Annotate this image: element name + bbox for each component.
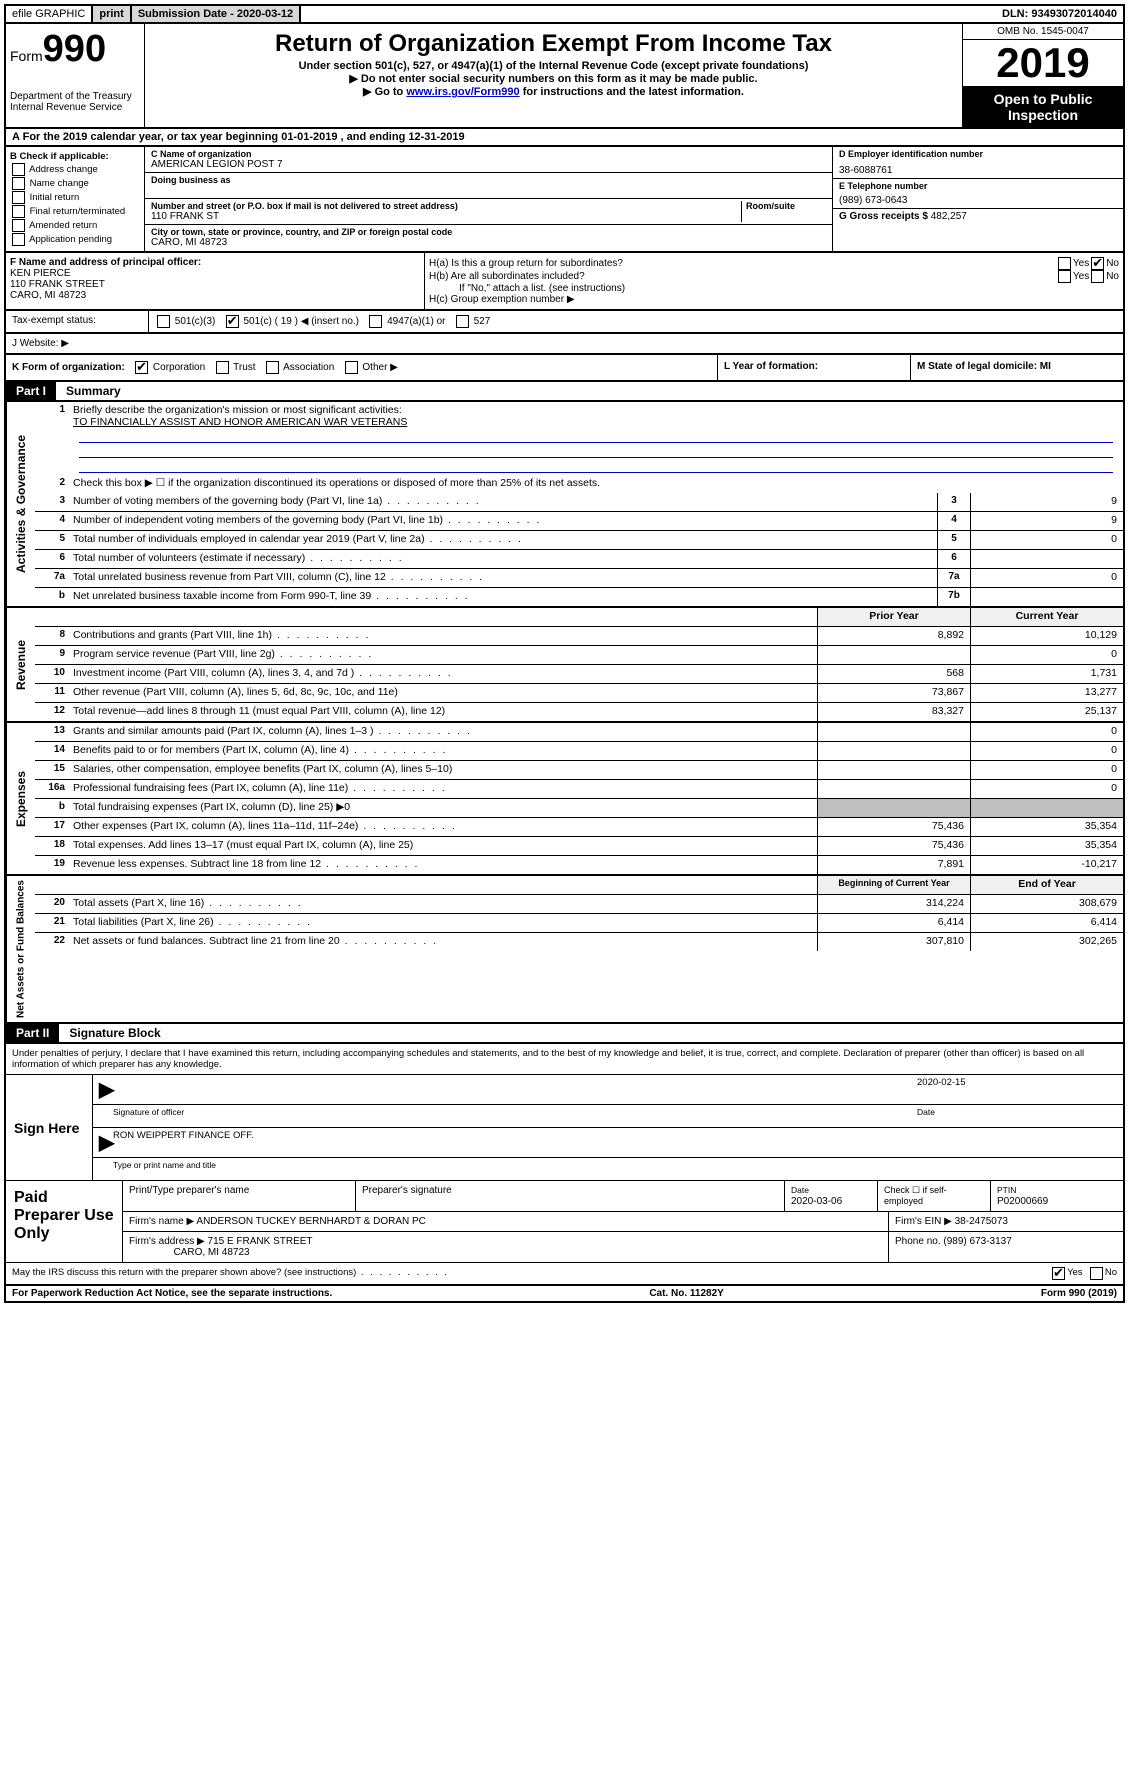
checkbox-discuss-no[interactable] [1090,1267,1103,1280]
instruction-line-2: ▶ Go to www.irs.gov/Form990 for instruct… [149,85,958,98]
officer-name: KEN PIERCE [10,268,71,279]
open-public-badge: Open to Public Inspection [963,87,1123,127]
checkbox-527[interactable] [456,315,469,328]
checkbox-ha-no[interactable] [1091,257,1104,270]
ein: 38-6088761 [839,165,1117,176]
signature-block: Under penalties of perjury, I declare th… [4,1044,1125,1286]
checkbox-assoc[interactable] [266,361,279,374]
checkbox-501c[interactable] [226,315,239,328]
dln-label: DLN: 93493072014040 [996,6,1123,22]
checkbox-4947[interactable] [369,315,382,328]
checkbox-amended[interactable] [12,219,25,232]
part-2-header: Part II Signature Block [4,1024,1125,1044]
page-footer: For Paperwork Reduction Act Notice, see … [4,1286,1125,1303]
gross-receipts: 482,257 [931,211,967,222]
org-info-block: B Check if applicable: Address change Na… [4,147,1125,253]
checkbox-initial-return[interactable] [12,191,25,204]
part-1-header: Part I Summary [4,382,1125,402]
net-assets-section: Net Assets or Fund Balances Beginning of… [4,876,1125,1024]
firm-name: ANDERSON TUCKEY BERNHARDT & DORAN PC [196,1216,426,1227]
telephone: (989) 673-0643 [839,195,1117,206]
ptin: P02000669 [997,1196,1048,1207]
checkbox-other[interactable] [345,361,358,374]
print-button[interactable]: print [93,6,131,22]
activities-section: Activities & Governance 1 Briefly descri… [4,402,1125,608]
org-address: 110 FRANK ST [151,211,741,222]
checkbox-discuss-yes[interactable] [1052,1267,1065,1280]
sign-date: 2020-02-15 [917,1077,1117,1102]
form-header: Form990 Department of the Treasury Inter… [4,24,1125,129]
org-city: CARO, MI 48723 [151,237,826,248]
checkbox-ha-yes[interactable] [1058,257,1071,270]
form-title: Return of Organization Exempt From Incom… [149,30,958,58]
department-label: Department of the Treasury Internal Reve… [10,91,140,113]
checkbox-name-change[interactable] [12,177,25,190]
form-org-row: K Form of organization: Corporation Trus… [4,355,1125,382]
perjury-statement: Under penalties of perjury, I declare th… [6,1044,1123,1075]
expenses-section: Expenses 13Grants and similar amounts pa… [4,723,1125,876]
officer-group-block: F Name and address of principal officer:… [4,253,1125,311]
tax-year: 2019 [963,40,1123,87]
checkbox-trust[interactable] [216,361,229,374]
top-bar: efile GRAPHIC print Submission Date - 20… [4,4,1125,24]
org-name: AMERICAN LEGION POST 7 [151,159,826,170]
checkbox-hb-yes[interactable] [1058,270,1071,283]
checkbox-hb-no[interactable] [1091,270,1104,283]
checkbox-application-pending[interactable] [12,233,25,246]
firm-ein: 38-2475073 [955,1216,1008,1227]
website-row: J Website: ▶ [4,334,1125,355]
submission-date-button[interactable]: Submission Date - 2020-03-12 [132,6,301,22]
checkbox-corp[interactable] [135,361,148,374]
efile-label: efile GRAPHIC [6,6,93,22]
form-number: Form990 [10,28,140,71]
discuss-row: May the IRS discuss this return with the… [6,1262,1123,1284]
irs-link[interactable]: www.irs.gov/Form990 [406,86,519,98]
revenue-section: Revenue Prior YearCurrent Year 8Contribu… [4,608,1125,723]
checkbox-501c3[interactable] [157,315,170,328]
col-b-checkboxes: B Check if applicable: Address change Na… [6,147,145,251]
paid-preparer-block: Paid Preparer Use Only Print/Type prepar… [6,1180,1123,1262]
tax-status-row: Tax-exempt status: 501(c)(3) 501(c) ( 19… [4,311,1125,334]
mission-text: TO FINANCIALLY ASSIST AND HONOR AMERICAN… [73,416,407,428]
form-subtitle: Under section 501(c), 527, or 4947(a)(1)… [149,60,958,72]
checkbox-address-change[interactable] [12,163,25,176]
row-a-tax-year: A For the 2019 calendar year, or tax yea… [4,129,1125,147]
checkbox-final-return[interactable] [12,205,25,218]
instruction-line-1: ▶ Do not enter social security numbers o… [149,72,958,85]
omb-number: OMB No. 1545-0047 [963,24,1123,40]
firm-phone: (989) 673-3137 [943,1236,1011,1247]
officer-print-name: RON WEIPPERT FINANCE OFF. [113,1130,254,1155]
